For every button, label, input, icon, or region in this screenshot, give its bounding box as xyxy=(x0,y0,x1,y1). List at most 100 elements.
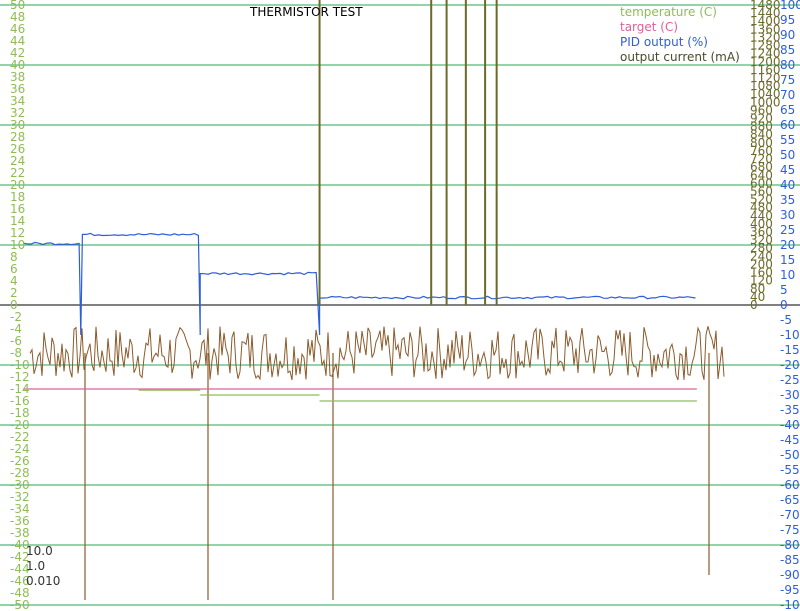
right-inner-tick-label: 160 xyxy=(750,266,773,280)
right-inner-tick-label: 200 xyxy=(750,257,773,271)
right-inner-tick-label: 720 xyxy=(750,152,773,166)
right-inner-tick-label: 1160 xyxy=(750,63,781,77)
chart-title: THERMISTOR TEST xyxy=(249,5,363,19)
legend-current: output current (mA) xyxy=(620,50,740,64)
right-inner-tick-label: 800 xyxy=(750,136,773,150)
left-tick-label: 28 xyxy=(10,130,25,144)
left-tick-label: 34 xyxy=(10,94,25,108)
right-outer-tick-label: 30 xyxy=(780,208,795,222)
left-tick-label: -28 xyxy=(10,466,30,480)
right-outer-tick-label: 100 xyxy=(780,0,800,12)
right-outer-tick-label: -65 xyxy=(780,493,800,507)
left-tick-label: 44 xyxy=(10,34,25,48)
noise-trace xyxy=(29,326,725,381)
right-inner-tick-label: 1320 xyxy=(750,30,781,44)
right-outer-tick-label: -70 xyxy=(780,508,800,522)
left-tick-label: 18 xyxy=(10,190,25,204)
right-inner-tick-label: 480 xyxy=(750,201,773,215)
right-inner-tick-label: 280 xyxy=(750,241,773,255)
right-outer-tick-label: 90 xyxy=(780,28,795,42)
left-tick-label: -38 xyxy=(10,526,30,540)
right-inner-tick-label: 1440 xyxy=(750,6,781,20)
gain-i: 1.0 xyxy=(26,559,45,573)
right-outer-tick-label: 50 xyxy=(780,148,795,162)
gain-d: 0.010 xyxy=(26,574,60,588)
left-tick-label: -40 xyxy=(10,538,30,552)
series-lines xyxy=(23,0,725,600)
right-outer-tick-label: -85 xyxy=(780,553,800,567)
left-tick-label: -18 xyxy=(10,406,30,420)
left-tick-label: -48 xyxy=(10,586,30,600)
right-inner-tick-label: 600 xyxy=(750,176,773,190)
right-inner-tick-label: 520 xyxy=(750,193,773,207)
right-outer-tick-label: 25 xyxy=(780,223,795,237)
left-tick-label: 48 xyxy=(10,10,25,24)
right-outer-tick-label: -25 xyxy=(780,373,800,387)
left-axis-ticks: 5048464442403836343230282624222018161412… xyxy=(10,0,30,611)
right-inner-tick-label: 680 xyxy=(750,160,773,174)
right-inner-tick-label: 40 xyxy=(750,290,765,304)
right-outer-tick-label: 45 xyxy=(780,163,795,177)
left-tick-label: 6 xyxy=(10,262,18,276)
grid-lines xyxy=(0,4,800,606)
left-tick-label: -8 xyxy=(10,346,22,360)
right-outer-tick-label: 60 xyxy=(780,118,795,132)
left-tick-label: 16 xyxy=(10,202,25,216)
right-outer-tick-label: -5 xyxy=(780,313,792,327)
right-inner-tick-label: 1480 xyxy=(750,0,781,12)
right-outer-tick-label: -10 xyxy=(780,328,800,342)
left-tick-label: 0 xyxy=(10,298,18,312)
right-outer-tick-label: 10 xyxy=(780,268,795,282)
left-tick-label: 10 xyxy=(10,238,25,252)
right-inner-tick-label: 840 xyxy=(750,128,773,142)
left-tick-label: -30 xyxy=(10,478,30,492)
right-outer-tick-label: 85 xyxy=(780,43,795,57)
right-outer-tick-label: 80 xyxy=(780,58,795,72)
right-inner-tick-label: 440 xyxy=(750,209,773,223)
left-tick-label: 40 xyxy=(10,58,25,72)
left-tick-label: 26 xyxy=(10,142,25,156)
right-outer-tick-label: -35 xyxy=(780,403,800,417)
left-tick-label: 20 xyxy=(10,178,25,192)
right-outer-tick-label: 40 xyxy=(780,178,795,192)
pid-output-trace xyxy=(23,232,696,336)
left-tick-label: -4 xyxy=(10,322,22,336)
right-inner-tick-label: 1280 xyxy=(750,39,781,53)
left-tick-label: 14 xyxy=(10,214,25,228)
right-outer-tick-label: 75 xyxy=(780,73,795,87)
left-tick-label: -2 xyxy=(10,310,22,324)
left-tick-label: -34 xyxy=(10,502,30,516)
right-outer-tick-label: -45 xyxy=(780,433,800,447)
right-inner-tick-label: 1120 xyxy=(750,71,781,85)
right-outer-tick-label: 70 xyxy=(780,88,795,102)
left-tick-label: -22 xyxy=(10,430,30,444)
right-outer-tick-label: -20 xyxy=(780,358,800,372)
right-outer-axis-ticks: 1009590858075706560555045403530252015105… xyxy=(780,0,800,611)
left-tick-label: -20 xyxy=(10,418,30,432)
right-inner-tick-label: 1200 xyxy=(750,55,781,69)
right-inner-tick-label: 1240 xyxy=(750,47,781,61)
legend-target: target (C) xyxy=(620,20,678,34)
right-inner-tick-label: 560 xyxy=(750,184,773,198)
right-outer-tick-label: -80 xyxy=(780,538,800,552)
right-inner-tick-label: 120 xyxy=(750,274,773,288)
right-outer-tick-label: -50 xyxy=(780,448,800,462)
left-tick-label: -14 xyxy=(10,382,30,396)
right-outer-tick-label: -75 xyxy=(780,523,800,537)
right-outer-tick-label: 55 xyxy=(780,133,795,147)
right-inner-tick-label: 0 xyxy=(750,298,758,312)
left-tick-label: 8 xyxy=(10,250,18,264)
right-inner-tick-label: 80 xyxy=(750,282,765,296)
left-tick-label: 50 xyxy=(10,0,25,12)
right-outer-tick-label: 65 xyxy=(780,103,795,117)
right-outer-tick-label: 35 xyxy=(780,193,795,207)
left-tick-label: 2 xyxy=(10,286,18,300)
left-tick-label: -6 xyxy=(10,334,22,348)
right-outer-tick-label: -100 xyxy=(780,598,800,611)
left-tick-label: 4 xyxy=(10,274,18,288)
left-tick-label: 42 xyxy=(10,46,25,60)
left-tick-label: 46 xyxy=(10,22,25,36)
left-tick-label: -16 xyxy=(10,394,30,408)
right-inner-tick-label: 400 xyxy=(750,217,773,231)
right-outer-tick-label: 20 xyxy=(780,238,795,252)
